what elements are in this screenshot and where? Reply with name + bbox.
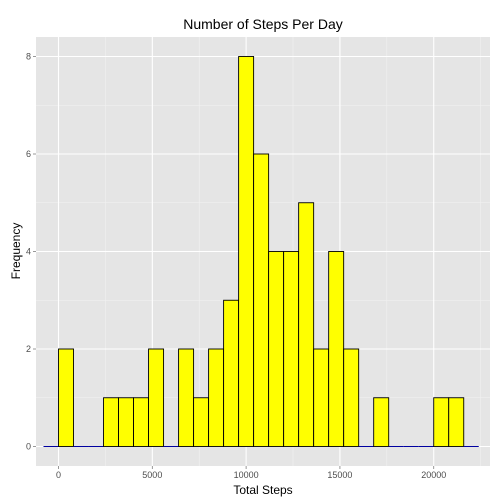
x-axis-title: Total Steps <box>233 483 292 497</box>
histogram-bar <box>253 153 270 447</box>
x-tick-label: 20000 <box>421 470 446 480</box>
histogram-bar <box>133 397 150 447</box>
histogram-bars <box>43 56 479 447</box>
histogram-bar <box>268 251 285 447</box>
y-tick-label: 2 <box>26 344 31 354</box>
x-axis-ticks: 0 5000 10000 15000 20000 <box>56 466 446 480</box>
x-tick-label: 5000 <box>142 470 162 480</box>
y-tick-label: 6 <box>26 149 31 159</box>
histogram-bar <box>298 202 315 447</box>
histogram-bar <box>118 397 135 447</box>
chart-title: Number of Steps Per Day <box>183 16 343 32</box>
histogram-bar <box>283 251 300 447</box>
histogram-bar <box>103 397 119 447</box>
histogram-bar <box>343 348 360 447</box>
histogram-bar <box>208 348 225 447</box>
y-axis-ticks: 0 2 4 6 8 <box>26 52 36 452</box>
y-tick-label: 0 <box>26 442 31 452</box>
histogram-bar <box>193 397 210 447</box>
y-tick-label: 8 <box>26 52 31 62</box>
y-tick-label: 4 <box>26 247 31 257</box>
histogram-bar <box>448 397 465 447</box>
y-axis-title: Frequency <box>9 223 23 280</box>
x-tick-label: 15000 <box>327 470 352 480</box>
histogram-bar <box>178 348 195 447</box>
histogram-bar <box>433 397 450 447</box>
histogram-bar <box>223 299 240 447</box>
x-tick-label: 0 <box>56 470 61 480</box>
histogram-bar <box>328 251 345 447</box>
histogram-bar <box>58 348 74 447</box>
histogram-bar <box>313 348 330 447</box>
histogram-bar <box>373 397 390 447</box>
histogram-bar <box>238 56 255 447</box>
x-tick-label: 10000 <box>234 470 259 480</box>
histogram-bar <box>148 348 165 447</box>
